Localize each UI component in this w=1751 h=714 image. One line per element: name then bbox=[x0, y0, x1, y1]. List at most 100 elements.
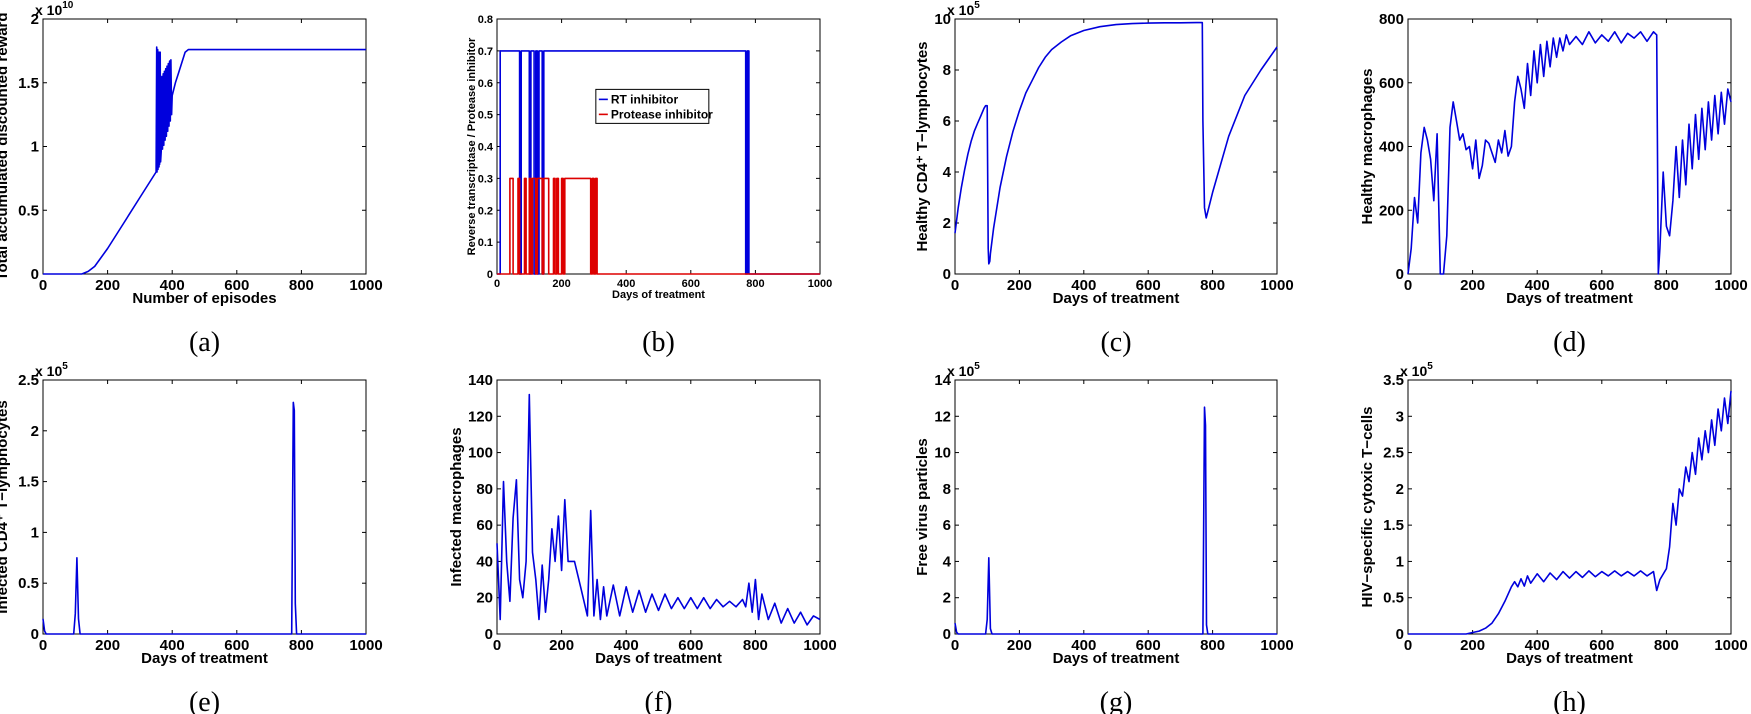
y-tick-label: 0.2 bbox=[478, 205, 493, 217]
axis-multiplier: x 105 bbox=[35, 361, 68, 379]
x-tick-label: 1000 bbox=[808, 278, 832, 290]
x-tick-label: 0 bbox=[39, 637, 47, 654]
y-axis-label: Free virus particles bbox=[914, 438, 931, 576]
x-tick-label: 1000 bbox=[1714, 637, 1747, 654]
y-axis-label: Infected CD4⁺ T−lymphocytes bbox=[0, 400, 11, 613]
x-tick-label: 400 bbox=[1071, 637, 1096, 654]
y-axis-label: Infected macrophages bbox=[448, 427, 465, 586]
y-tick-label: 100 bbox=[468, 445, 493, 462]
y-tick-label: 0.5 bbox=[478, 110, 493, 122]
x-axis-label: Number of episodes bbox=[132, 290, 276, 307]
y-tick-label: 0.6 bbox=[478, 78, 493, 90]
panel-g: 0 200 400 600 800 1000 0 2 4 6 8 10 12 14 Days of trea… bbox=[914, 361, 1294, 714]
series-line-1 bbox=[43, 46, 366, 275]
y-tick-label: 0.1 bbox=[478, 237, 493, 249]
y-tick-label: 0 bbox=[1396, 266, 1404, 283]
panel-caption: (g) bbox=[1100, 687, 1133, 714]
x-tick-label: 0 bbox=[1404, 277, 1412, 294]
panel-c: 0 200 400 600 800 1000 0 2 4 6 8 10 Days of treatmen… bbox=[914, 0, 1294, 358]
panel-e: 0 200 400 600 800 1000 0 0.5 1 1.5 2 2.5 Days of tre… bbox=[0, 361, 383, 714]
x-tick-label: 0 bbox=[951, 637, 959, 654]
x-tick-label: 600 bbox=[678, 637, 703, 654]
y-tick-label: 400 bbox=[1379, 139, 1404, 156]
panel-caption: (h) bbox=[1553, 687, 1586, 714]
y-tick-label: 2 bbox=[31, 11, 39, 28]
panel-d: 0 200 400 600 800 1000 0 200 400 600 800 Days of tr… bbox=[1359, 11, 1748, 358]
x-tick-label: 0 bbox=[493, 637, 501, 654]
y-tick-label: 2.5 bbox=[18, 372, 39, 389]
x-tick-label: 1000 bbox=[1714, 277, 1747, 294]
legend-entry: Protease inhibitor bbox=[611, 107, 713, 121]
x-tick-label: 200 bbox=[1007, 637, 1032, 654]
x-tick-label: 1000 bbox=[1260, 637, 1293, 654]
y-tick-label: 0 bbox=[943, 626, 951, 643]
panel-b: 0 200 400 600 800 1000 0 0.1 0.2 0.3 0.4 0.5 0.6 0.7 0… bbox=[466, 14, 832, 358]
y-tick-label: 1 bbox=[1396, 553, 1404, 570]
x-tick-label: 400 bbox=[1071, 277, 1096, 294]
multiplier-exponent: 10 bbox=[62, 0, 74, 11]
y-tick-label: 3 bbox=[1396, 408, 1404, 425]
x-axis-label: Days of treatment bbox=[1053, 650, 1180, 667]
x-tick-label: 1000 bbox=[349, 637, 382, 654]
panel-a: 0 200 400 600 800 1000 0 0.5 1 1.5 2 Number of epis… bbox=[0, 0, 383, 358]
axis-multiplier: x 105 bbox=[947, 0, 980, 18]
y-tick-label: 0.5 bbox=[1383, 590, 1404, 607]
y-tick-label: 0 bbox=[943, 266, 951, 283]
axis-multiplier: x 1010 bbox=[35, 0, 74, 18]
y-tick-label: 600 bbox=[1379, 75, 1404, 92]
y-tick-label: 4 bbox=[943, 164, 952, 181]
y-tick-label: 0.4 bbox=[478, 142, 494, 154]
y-tick-label: 6 bbox=[943, 113, 951, 130]
y-tick-label: 1 bbox=[31, 139, 39, 156]
x-tick-label: 800 bbox=[1200, 637, 1225, 654]
y-tick-label: 60 bbox=[476, 517, 493, 534]
y-axis-label: Healthy CD4⁺ T−lymphocytes bbox=[914, 41, 931, 251]
y-tick-label: 0.3 bbox=[478, 173, 493, 185]
plot-frame bbox=[954, 18, 1278, 275]
y-tick-label: 0.5 bbox=[18, 202, 39, 219]
panel-caption: (c) bbox=[1100, 327, 1131, 358]
panel-caption: (a) bbox=[189, 327, 220, 358]
legend-box bbox=[595, 88, 710, 124]
y-tick-label: 1.5 bbox=[18, 75, 39, 92]
y-tick-label: 2 bbox=[943, 590, 951, 607]
x-tick-label: 600 bbox=[1589, 277, 1614, 294]
y-tick-label: 0 bbox=[31, 626, 39, 643]
y-axis-label: HIV−specific cytoxic T−cells bbox=[1359, 407, 1376, 608]
panel-caption: (b) bbox=[642, 327, 675, 358]
y-tick-label: 0 bbox=[487, 269, 493, 281]
x-tick-label: 0 bbox=[39, 277, 47, 294]
plot-frame bbox=[496, 379, 821, 635]
panel-caption: (f) bbox=[645, 687, 673, 714]
y-tick-label: 1.5 bbox=[18, 474, 39, 491]
multiplier-base: x 10 bbox=[35, 2, 62, 18]
y-tick-label: 10 bbox=[934, 11, 951, 28]
x-axis-label: Days of treatment bbox=[612, 289, 705, 301]
y-tick-label: 1.5 bbox=[1383, 517, 1404, 534]
y-tick-label: 2.5 bbox=[1383, 445, 1404, 462]
y-tick-label: 20 bbox=[476, 590, 493, 607]
series-line-1 bbox=[42, 401, 366, 635]
y-tick-label: 14 bbox=[934, 372, 951, 389]
x-tick-label: 200 bbox=[1460, 637, 1485, 654]
x-axis-label: Days of treatment bbox=[1053, 290, 1180, 307]
y-tick-label: 0.5 bbox=[18, 575, 39, 592]
plot-frame bbox=[954, 379, 1278, 635]
series-line-1 bbox=[1407, 30, 1732, 275]
x-tick-label: 1000 bbox=[349, 277, 382, 294]
y-tick-label: 1 bbox=[31, 524, 39, 541]
y-tick-label: 2 bbox=[31, 423, 39, 440]
panel-caption: (e) bbox=[189, 687, 220, 714]
x-tick-label: 600 bbox=[1136, 277, 1161, 294]
plot-frame bbox=[42, 379, 367, 635]
x-axis-label: Days of treatment bbox=[595, 650, 722, 667]
multiplier-exponent: 5 bbox=[1427, 361, 1433, 372]
y-tick-label: 0 bbox=[31, 266, 39, 283]
y-tick-label: 8 bbox=[943, 62, 951, 79]
x-tick-label: 200 bbox=[1460, 277, 1485, 294]
series-line-1 bbox=[496, 393, 821, 626]
legend-entry: RT inhibitor bbox=[611, 92, 679, 106]
x-tick-label: 800 bbox=[1654, 637, 1679, 654]
y-tick-label: 2 bbox=[943, 215, 951, 232]
